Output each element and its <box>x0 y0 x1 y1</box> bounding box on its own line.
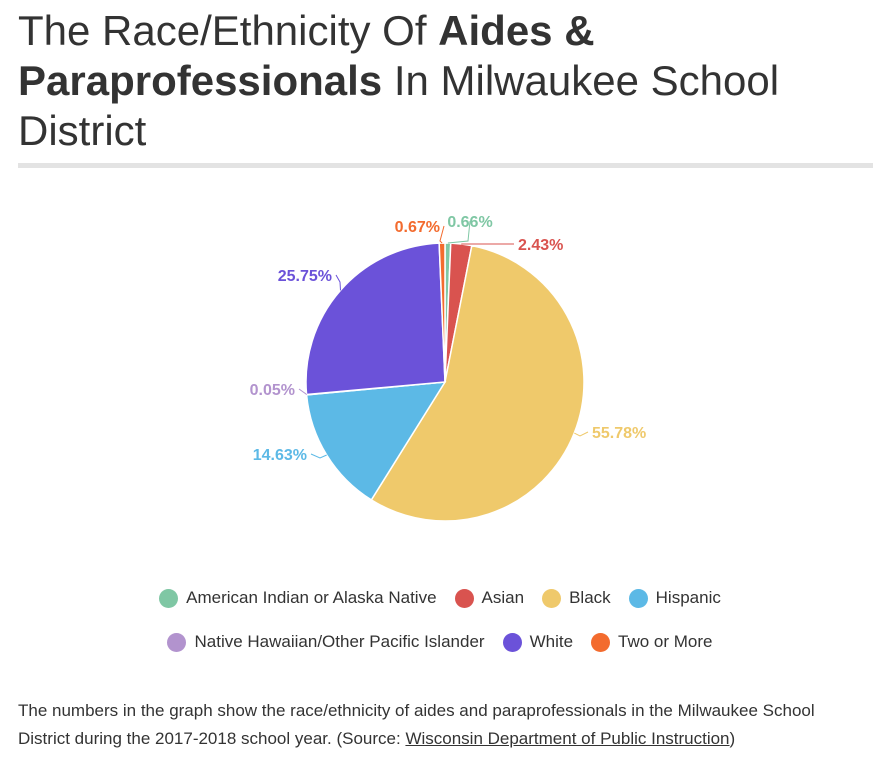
data-label-white: 25.75% <box>278 268 332 285</box>
leader-line-american-indian-or-alaska-native <box>447 220 471 244</box>
leader-line-native-hawaiian-other-pacific-islander <box>298 388 307 396</box>
data-label-black: 55.78% <box>592 425 646 442</box>
title-part-2: In Milwaukee School District <box>18 57 780 154</box>
pie-chart: 0.66% 2.43% 55.78% 14.63% 0.05% 25.75% 0.67% <box>250 214 647 522</box>
legend-swatch-hispanic <box>628 588 648 608</box>
caption-text: The numbers in the graph show the race/e… <box>18 701 815 748</box>
legend-label-american-indian: American Indian or Alaska Native <box>186 588 437 607</box>
title-divider <box>18 163 873 168</box>
caption-end: ) <box>729 729 736 748</box>
data-label-two-or-more: 0.67% <box>395 219 440 236</box>
legend-label-white: White <box>529 632 574 651</box>
chart-title: The Race/Ethnicity Of Aides & Paraprofes… <box>18 6 858 156</box>
data-label-asian: 2.43% <box>518 237 563 254</box>
leader-line-white <box>335 274 341 291</box>
legend-swatch-white <box>502 632 522 652</box>
legend-label-native-hawaiian: Native Hawaiian/Other Pacific Islander <box>194 632 485 651</box>
chart-caption: The numbers in the graph show the race/e… <box>18 697 868 753</box>
data-label-native-hawaiian-other-pacific-islander: 0.05% <box>250 382 295 399</box>
legend-label-black: Black <box>569 588 611 607</box>
legend-swatch-black <box>542 588 562 608</box>
leader-lines <box>298 220 589 459</box>
source-link[interactable]: Wisconsin Department of Public Instructi… <box>405 729 730 748</box>
leader-line-two-or-more <box>439 225 445 244</box>
data-label-american-indian-or-alaska-native: 0.66% <box>447 214 492 231</box>
legend-row-1: American Indian or Alaska Native Asian B… <box>0 588 880 608</box>
legend-item-asian[interactable]: Asian <box>454 588 525 608</box>
legend-item-hispanic[interactable]: Hispanic <box>628 588 721 608</box>
title-bold: Aides & Paraprofessionals <box>18 7 595 104</box>
pie-slices <box>305 242 585 522</box>
legend-row-2: Native Hawaiian/Other Pacific Islander W… <box>0 632 880 652</box>
legend-item-two-or-more[interactable]: Two or More <box>591 632 713 652</box>
slice-two-or-more[interactable] <box>438 242 446 383</box>
slice-labels: 0.66% 2.43% 55.78% 14.63% 0.05% 25.75% 0.67% <box>250 214 647 464</box>
legend-label-asian: Asian <box>481 588 525 607</box>
slice-white[interactable] <box>305 242 446 396</box>
legend-swatch-two-or-more <box>591 632 611 652</box>
slice-black[interactable] <box>370 244 585 522</box>
legend-item-native-hawaiian[interactable]: Native Hawaiian/Other Pacific Islander <box>167 632 485 652</box>
legend-label-hispanic: Hispanic <box>655 588 721 607</box>
legend-item-american-indian[interactable]: American Indian or Alaska Native <box>159 588 437 608</box>
leader-line-hispanic <box>310 453 327 459</box>
legend-item-white[interactable]: White <box>502 632 574 652</box>
legend-swatch-native-hawaiian <box>167 632 187 652</box>
data-label-hispanic: 14.63% <box>253 447 307 464</box>
legend-swatch-american-indian <box>159 588 179 608</box>
legend-label-two-or-more: Two or More <box>618 632 713 651</box>
legend-swatch-asian <box>454 588 474 608</box>
legend-item-black[interactable]: Black <box>542 588 611 608</box>
title-part-1: The Race/Ethnicity Of <box>18 7 439 54</box>
slice-hispanic[interactable] <box>305 381 447 501</box>
leader-line-black <box>574 431 589 437</box>
